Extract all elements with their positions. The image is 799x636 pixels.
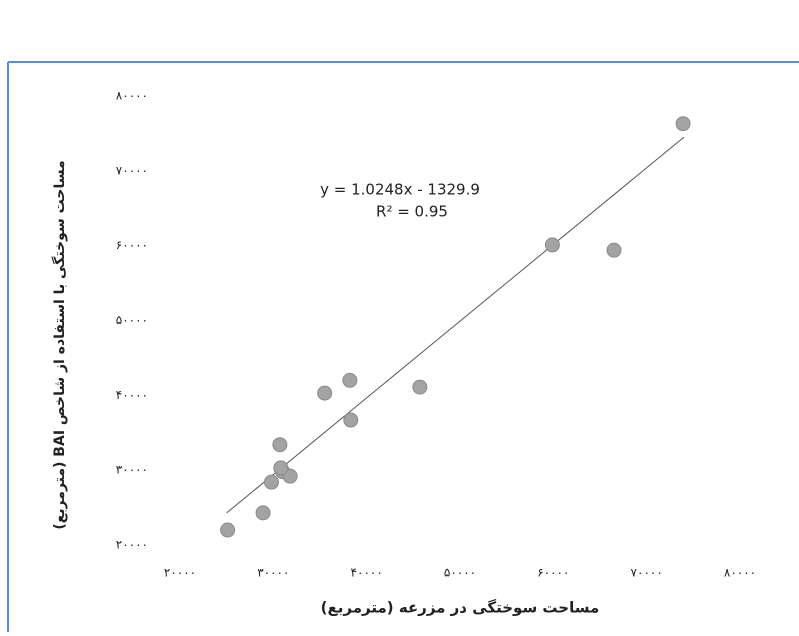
y-tick-label: ۸۰۰۰۰ <box>116 89 148 103</box>
x-tick-label: ۵۰۰۰۰ <box>444 566 476 580</box>
y-tick-label: ۵۰۰۰۰ <box>116 313 148 327</box>
point <box>544 237 560 253</box>
y-tick-label: ۴۰۰۰۰ <box>116 388 148 402</box>
y-tick-label: ۶۰۰۰۰ <box>116 238 148 252</box>
point <box>263 474 279 490</box>
equation: y = 1.0248x - 1329.9 <box>320 181 480 199</box>
x-tick-label: ۳۰۰۰۰ <box>257 566 289 580</box>
point <box>317 385 333 401</box>
x-tick-label: ۴۰۰۰۰ <box>351 566 383 580</box>
point <box>343 412 359 428</box>
x-tick-label: ۲۰۰۰۰ <box>164 566 196 580</box>
trendline <box>226 136 685 514</box>
point <box>273 460 289 476</box>
x-axis-label: مساحت سوختگی در مزرعه (مترمربع) <box>321 599 600 617</box>
point <box>606 242 622 258</box>
point <box>220 522 236 538</box>
x-tick-label: ۸۰۰۰۰ <box>724 566 756 580</box>
x-tick-label: ۶۰۰۰۰ <box>537 566 569 580</box>
point <box>675 116 691 132</box>
y-tick-label: ۲۰۰۰۰ <box>116 538 148 552</box>
y-axis-label: مساحت سوختگی با استفاده از شاخص BAI (متر… <box>51 160 68 529</box>
point <box>342 372 358 388</box>
x-tick-label: ۷۰۰۰۰ <box>631 566 663 580</box>
point <box>282 468 298 484</box>
point <box>255 505 271 521</box>
r-squared: R² = 0.95 <box>376 203 448 221</box>
y-tick-label: ۳۰۰۰۰ <box>116 463 148 477</box>
point <box>272 437 288 453</box>
y-tick-label: ۷۰۰۰۰ <box>116 163 148 177</box>
point <box>412 379 428 395</box>
